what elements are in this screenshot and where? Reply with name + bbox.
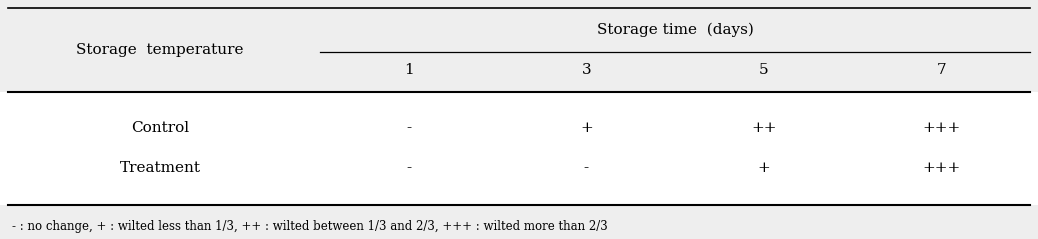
- Text: Storage time  (days): Storage time (days): [597, 23, 754, 37]
- Text: Storage  temperature: Storage temperature: [76, 43, 244, 57]
- Text: 5: 5: [759, 63, 768, 77]
- Text: Treatment: Treatment: [119, 161, 200, 175]
- Text: - : no change, + : wilted less than 1/3, ++ : wilted between 1/3 and 2/3, +++ : : - : no change, + : wilted less than 1/3,…: [12, 220, 608, 233]
- FancyBboxPatch shape: [0, 92, 1038, 205]
- Text: 7: 7: [936, 63, 946, 77]
- Text: +++: +++: [922, 161, 960, 175]
- Text: +: +: [580, 121, 593, 135]
- Text: 1: 1: [404, 63, 413, 77]
- Text: +++: +++: [922, 121, 960, 135]
- Text: -: -: [583, 161, 589, 175]
- Text: +: +: [758, 161, 770, 175]
- Text: Control: Control: [131, 121, 189, 135]
- Text: 3: 3: [581, 63, 591, 77]
- Text: -: -: [406, 161, 411, 175]
- FancyBboxPatch shape: [0, 8, 1038, 92]
- Text: -: -: [406, 121, 411, 135]
- Text: ++: ++: [752, 121, 776, 135]
